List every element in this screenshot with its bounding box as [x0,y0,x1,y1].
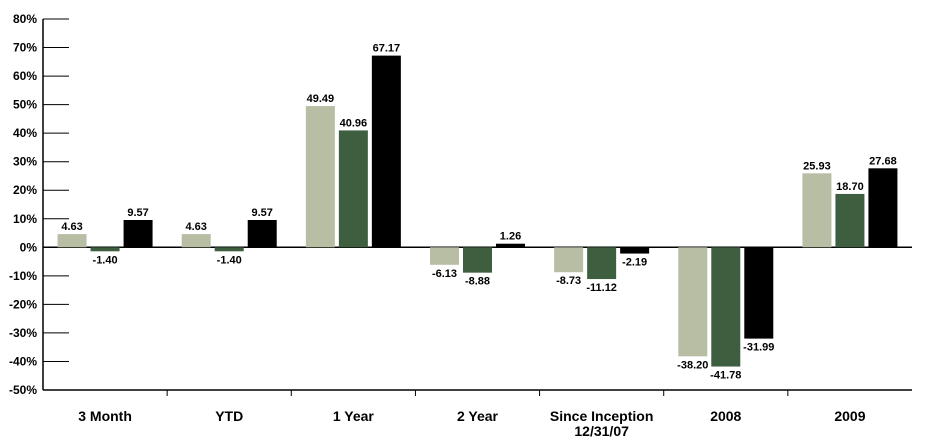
bar [554,247,584,273]
bar [802,173,832,248]
bars [57,55,898,367]
data-label: 27.68 [869,155,897,167]
bar [338,130,368,248]
y-tick-label: 20% [13,183,37,197]
bar [587,247,617,280]
y-tick-label: 70% [13,41,37,55]
bar [744,247,774,339]
data-label: -2.19 [622,257,647,269]
bar [371,55,401,248]
y-tick-label: -50% [9,383,37,397]
data-label: -38.20 [677,359,708,371]
x-category-label: 2008 [710,408,741,424]
bar [214,247,244,252]
data-label: 18.70 [836,181,864,193]
data-label: -8.88 [465,276,490,288]
bar [90,247,120,252]
data-labels: 4.63 4.63 49.49 -6.13 -8.73 -38.20 25.93 -1.40 -… [61,43,896,382]
y-tick-label: -30% [9,326,37,340]
data-label: 9.57 [127,207,148,219]
bar [463,247,492,273]
data-label: 67.17 [373,43,401,55]
bar [57,234,87,248]
y-tick-label: 30% [13,155,37,169]
x-category-label: 1 Year [333,408,375,424]
bar [305,106,335,248]
data-label: 9.57 [252,207,273,219]
y-tick-label: 10% [13,212,37,226]
bar [711,247,741,367]
y-tick-label: 0% [20,240,38,254]
y-tick-label: 80% [13,12,37,26]
bar [247,219,277,248]
data-label: -31.99 [743,342,774,354]
x-category-label: 3 Month [78,408,132,424]
bar [868,168,898,248]
data-label: 4.63 [186,221,207,233]
y-tick-label: 40% [13,126,37,140]
bar [123,219,153,248]
data-label: 40.96 [340,117,368,129]
bar [181,234,211,248]
data-label: -11.12 [586,282,617,294]
data-label: -1.40 [217,254,242,266]
bar [430,247,459,265]
data-label: 4.63 [61,221,82,233]
data-label: -6.13 [432,268,457,280]
bar [496,243,525,248]
y-tick-label: -10% [9,269,37,283]
x-category-label: 12/31/07 [574,423,629,439]
y-tick-label: 60% [13,69,37,83]
data-label: -1.40 [93,254,118,266]
y-tick-label: -20% [9,297,37,311]
data-label: -8.73 [556,275,581,287]
data-label: 25.93 [803,160,831,172]
bar [620,247,650,254]
y-tick-label: -40% [9,354,37,368]
x-category-label: 2 Year [457,408,499,424]
data-label: -41.78 [710,370,741,382]
data-label: 49.49 [307,93,335,105]
x-category-label: Since Inception [550,408,653,424]
bar [678,247,708,357]
x-category-label: YTD [215,408,243,424]
y-tick-label: 50% [13,98,37,112]
x-category-label: 2009 [834,408,865,424]
bar [835,193,865,248]
data-label: 1.26 [500,231,521,243]
